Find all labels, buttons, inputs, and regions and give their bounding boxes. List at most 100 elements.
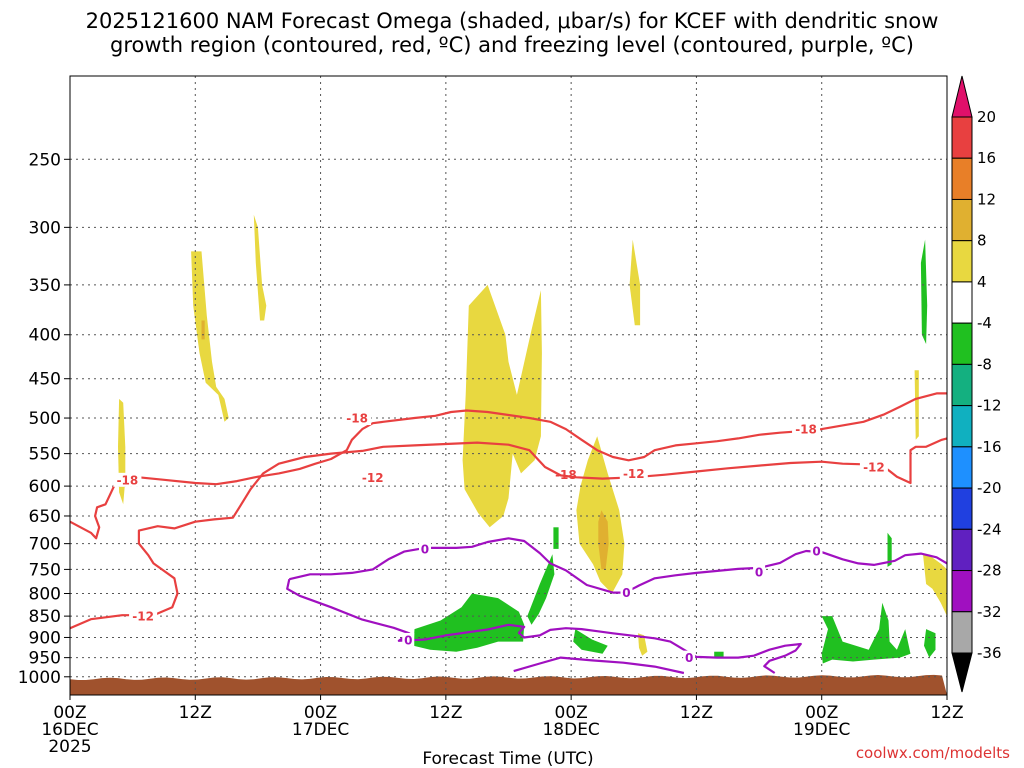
colorbar-label-5: -4 [977, 314, 992, 332]
xtick-label-0-3: 2025 [48, 737, 91, 757]
colorbar-label-10: -24 [977, 520, 1002, 538]
colorbar-swatch-13 [951, 611, 973, 654]
colorbar-label-11: -28 [977, 562, 1002, 580]
xtick-label-72-1: 00Z [805, 703, 838, 723]
site-credit: coolwx.com/modelts [856, 744, 1010, 762]
contour-2-label-2: 0 [755, 565, 763, 579]
omega-region-15 [573, 629, 608, 654]
colorbar-label-3: 8 [977, 232, 987, 250]
xtick-label-24-2: 17DEC [292, 720, 349, 740]
ytick-label-350: 350 [29, 276, 61, 296]
contour-1-label-3: -12 [863, 460, 885, 474]
colorbar-label-4: 4 [977, 273, 987, 291]
omega-region-17 [821, 602, 911, 664]
ytick-label-900: 900 [29, 628, 61, 648]
contour-0-label-bg-3 [792, 422, 821, 437]
colorbar-swatch-6 [951, 322, 973, 365]
ytick-label-300: 300 [29, 218, 61, 238]
contour-0-label-bg-2 [551, 467, 580, 482]
contour-0-line [69, 392, 947, 540]
colorbar-swatch-2 [951, 157, 973, 200]
contour-0-label-bg-1 [343, 411, 372, 426]
colorbar-top-arrow [951, 75, 973, 118]
omega-region-18 [887, 532, 892, 567]
contour-0-label-1: -18 [346, 412, 368, 426]
omega-region-8 [638, 633, 648, 656]
colorbar-swatch-1 [951, 116, 973, 159]
ytick-label-1000: 1000 [18, 668, 61, 688]
colorbar-label-12: -32 [977, 603, 1002, 621]
ground-surface [70, 674, 947, 695]
xtick-label-24-1: 00Z [304, 703, 337, 723]
colorbar-label-8: -16 [977, 438, 1002, 456]
contour-1-label-2: -12 [623, 467, 645, 481]
colorbar-swatch-4 [951, 240, 973, 283]
xtick-label-84-1: 12Z [930, 703, 963, 723]
contour-4-line [513, 656, 685, 675]
contour-1-label-bg-2 [619, 466, 648, 481]
contour-0-label-bg-0 [113, 472, 142, 487]
colorbar-label-13: -36 [977, 644, 1002, 662]
colorbar-swatch-3 [951, 198, 973, 242]
omega-region-14 [553, 527, 559, 549]
xtick-label-0-1: 00Z [53, 703, 86, 723]
contour-1-label-bg-3 [859, 459, 888, 474]
colorbar-swatch-8 [951, 405, 973, 448]
colorbar-label-0: 20 [977, 108, 996, 126]
contour-2-label-1: 0 [622, 586, 630, 600]
contour-1-label-1: -12 [362, 471, 384, 485]
colorbar-label-7: -12 [977, 397, 1002, 415]
colorbar-label-6: -8 [977, 355, 992, 373]
xtick-label-0-2: 16DEC [41, 720, 98, 740]
ytick-label-800: 800 [29, 584, 61, 604]
colorbar-swatch-10 [951, 487, 973, 530]
ytick-label-950: 950 [29, 649, 61, 669]
omega-region-2 [253, 214, 267, 321]
colorbar-bottom-arrow [951, 652, 973, 693]
omega-region-11 [920, 239, 928, 344]
contour-2-label-bg-1 [620, 585, 633, 600]
contour-3-label-1: 0 [685, 651, 693, 665]
omega-region-6 [598, 510, 609, 570]
colorbar-swatch-9 [951, 446, 973, 489]
omega-region-16 [714, 651, 724, 658]
ytick-label-650: 650 [29, 507, 61, 527]
xtick-label-48-1: 00Z [555, 703, 588, 723]
x-axis-label: Forecast Time (UTC) [422, 749, 593, 768]
contour-1-label-0: -12 [132, 610, 154, 624]
colorbar: 20 16 12 8 4 -4 -8 -12 -16 -20 -24 -28 -32 -36 [951, 75, 1002, 693]
y-axis-ticks: 2503003504004505005506006507007508008509… [18, 150, 70, 688]
contour-3-label-bg-0 [402, 632, 415, 647]
omega-region-4 [462, 284, 542, 528]
xtick-label-12-1: 12Z [179, 703, 212, 723]
ytick-label-500: 500 [29, 409, 61, 429]
contour-2-label-bg-3 [810, 544, 823, 559]
xtick-label-60-1: 12Z [680, 703, 713, 723]
plot-frame [69, 75, 948, 696]
omega-region-13 [527, 554, 555, 625]
contour-0-label-3: -18 [795, 423, 817, 437]
contour-1-label-bg-1 [358, 470, 387, 485]
xtick-label-36-1: 12Z [429, 703, 462, 723]
contour-2-label-0: 0 [421, 542, 429, 556]
ytick-label-600: 600 [29, 477, 61, 497]
xtick-label-72-2: 19DEC [793, 720, 850, 740]
chart-title-line-2: growth region (contoured, red, ºC) and f… [110, 33, 914, 57]
colorbar-swatch-11 [951, 528, 973, 572]
contour-0-label-0: -18 [117, 473, 139, 487]
omega-region-7 [629, 239, 641, 326]
ytick-label-750: 750 [29, 560, 61, 580]
contour-2-label-bg-2 [753, 564, 766, 579]
ytick-label-850: 850 [29, 607, 61, 627]
ytick-label-400: 400 [29, 326, 61, 346]
contour-2-label-3: 0 [812, 545, 820, 559]
ytick-label-450: 450 [29, 370, 61, 390]
colorbar-swatch-7 [951, 363, 973, 407]
chart-title-line-1: 2025121600 NAM Forecast Omega (shaded, μ… [85, 9, 939, 33]
xtick-label-48-2: 18DEC [542, 720, 599, 740]
omega-region-19 [924, 629, 936, 658]
contour-3-label-0: 0 [404, 633, 412, 647]
ytick-label-700: 700 [29, 535, 61, 555]
